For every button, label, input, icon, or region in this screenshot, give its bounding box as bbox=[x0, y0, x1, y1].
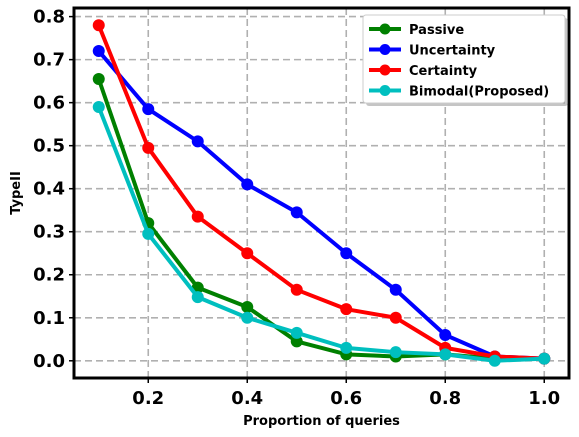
legend-label: Uncertainty bbox=[409, 44, 496, 59]
data-point bbox=[290, 335, 303, 348]
data-point bbox=[439, 328, 452, 341]
data-point bbox=[191, 210, 204, 223]
data-point bbox=[290, 283, 303, 296]
legend-marker bbox=[379, 85, 391, 96]
y-tick-label: 0.5 bbox=[33, 136, 65, 157]
data-point bbox=[241, 311, 254, 324]
plot-frame bbox=[72, 6, 571, 380]
data-point bbox=[241, 247, 254, 260]
data-point bbox=[439, 348, 452, 361]
legend-label: Certainty bbox=[409, 64, 478, 79]
legend-marker bbox=[379, 64, 391, 76]
data-point bbox=[92, 100, 105, 113]
series-line bbox=[97, 49, 545, 361]
y-tick-label: 0.1 bbox=[33, 308, 65, 329]
data-point bbox=[142, 227, 155, 240]
data-point bbox=[389, 311, 402, 324]
data-point bbox=[340, 303, 353, 316]
data-point bbox=[191, 135, 204, 148]
legend-item: Uncertainty bbox=[369, 44, 496, 59]
data-point bbox=[389, 283, 402, 296]
series-line bbox=[96, 106, 545, 363]
data-point bbox=[241, 301, 254, 314]
data-point bbox=[142, 103, 155, 116]
legend: Passive Uncertainty Certainty Bimodal(Propo… bbox=[362, 14, 568, 106]
legend-marker bbox=[379, 23, 391, 35]
legend-item: Bimodal(Proposed) bbox=[369, 85, 549, 100]
y-axis-label: TypeII bbox=[9, 171, 24, 215]
data-point bbox=[191, 291, 204, 304]
data-point bbox=[340, 247, 353, 260]
legend-item: Passive bbox=[369, 23, 464, 38]
y-tick-label: 0.6 bbox=[33, 93, 65, 114]
legend-item: Certainty bbox=[369, 64, 478, 79]
x-tick-label: 0.2 bbox=[132, 388, 164, 409]
data-point bbox=[92, 72, 105, 85]
x-tick-label: 1.0 bbox=[528, 388, 560, 409]
x-tick-label: 0.8 bbox=[429, 388, 461, 409]
y-tick-label: 0.2 bbox=[33, 265, 65, 286]
x-tick-label: 0.4 bbox=[231, 388, 263, 409]
data-point bbox=[142, 141, 155, 154]
axis-ticks: 0.2 0.4 0.6 0.8 1.0 0.0 0.1 0.2 0.3 0.4 0.5 0.6 0.7 0… bbox=[33, 7, 560, 409]
legend-box bbox=[362, 14, 566, 104]
y-tick-label: 0.7 bbox=[33, 50, 65, 71]
y-tick-label: 0.8 bbox=[33, 7, 65, 28]
x-tick-label: 0.6 bbox=[330, 388, 362, 409]
series-layer bbox=[92, 19, 551, 367]
data-point bbox=[488, 354, 501, 367]
data-point bbox=[389, 346, 402, 359]
series-bimodal-proposed- bbox=[92, 100, 551, 367]
y-tick-label: 0.4 bbox=[33, 179, 65, 200]
legend-label: Passive bbox=[409, 23, 464, 38]
data-point bbox=[92, 19, 105, 32]
y-tick-label: 0.0 bbox=[33, 351, 65, 372]
data-point bbox=[290, 206, 303, 219]
data-point bbox=[340, 341, 353, 354]
legend-marker bbox=[379, 44, 391, 55]
data-point bbox=[92, 45, 105, 58]
data-point bbox=[290, 326, 303, 339]
data-point bbox=[241, 178, 254, 191]
y-tick-label: 0.3 bbox=[33, 222, 65, 243]
legend-label: Bimodal(Proposed) bbox=[409, 85, 549, 100]
x-axis-label: Proportion of queries bbox=[243, 414, 400, 429]
series-line bbox=[96, 24, 545, 361]
data-point bbox=[538, 352, 551, 365]
